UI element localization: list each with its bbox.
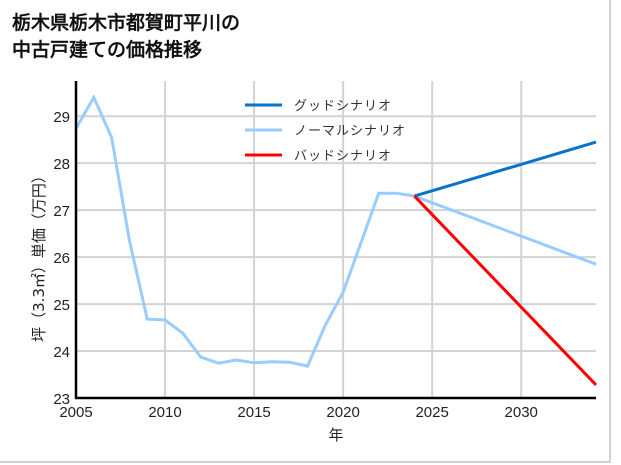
legend-label: ノーマルシナリオ: [294, 124, 406, 139]
y-axis-label: 坪（3.3㎡）単価（万円）: [30, 168, 48, 342]
y-tick-label: 27: [53, 203, 70, 220]
y-tick-label: 23: [53, 391, 70, 408]
series-line: [74, 94, 597, 368]
y-tick-label: 28: [53, 156, 70, 173]
y-tick-label: 26: [53, 250, 70, 267]
series-lines: [74, 94, 598, 386]
legend-label: バッドシナリオ: [294, 149, 392, 164]
x-tick-label: 2020: [326, 404, 359, 421]
tick-labels: 2005 2010 2015 2020 2025 2030 23 24 25 26 27 28 29: [53, 109, 538, 421]
legend-label: グッドシナリオ: [294, 99, 392, 114]
chart-title: 栃木県栃木市都賀町平川の 中古戸建ての価格推移: [12, 10, 240, 64]
x-tick-label: 2005: [59, 404, 92, 421]
series-line: [413, 195, 598, 386]
y-tick-label: 24: [53, 344, 70, 361]
series-line: [413, 140, 597, 198]
y-tick-label: 29: [53, 109, 70, 126]
x-axis-label: 年: [328, 426, 343, 444]
axes: [74, 81, 596, 400]
y-tick-label: 25: [53, 297, 70, 314]
x-tick-label: 2025: [415, 404, 448, 421]
x-tick-label: 2010: [148, 404, 181, 421]
chart-title-line-1: 栃木県栃木市都賀町平川の: [12, 12, 241, 34]
x-tick-label: 2030: [505, 404, 538, 421]
chart-title-line-2: 中古戸建ての価格推移: [12, 39, 203, 61]
x-tick-label: 2015: [237, 404, 270, 421]
